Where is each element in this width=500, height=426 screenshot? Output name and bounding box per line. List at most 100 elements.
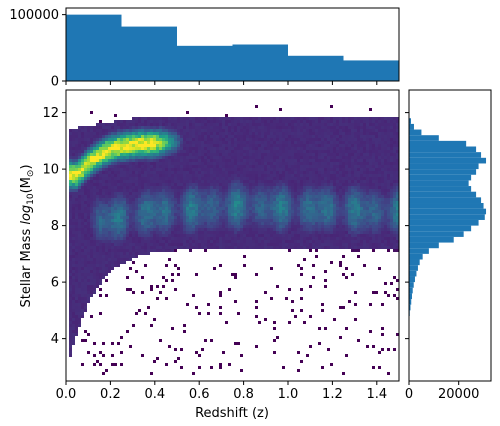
density-cell [297, 132, 300, 135]
density-cell [219, 219, 222, 222]
density-cell [339, 198, 342, 201]
density-cell [174, 186, 177, 189]
density-cell [297, 264, 300, 267]
density-cell [150, 195, 153, 198]
density-cell [168, 186, 171, 189]
density-cell [177, 267, 180, 270]
density-cell [267, 180, 270, 183]
density-cell [198, 159, 201, 162]
density-cell [69, 306, 72, 309]
density-cell [225, 183, 228, 186]
density-cell [261, 186, 264, 189]
density-cell [99, 126, 102, 129]
density-cell [333, 195, 336, 198]
density-cell [111, 201, 114, 204]
density-cell [105, 150, 108, 153]
density-cell [267, 153, 270, 156]
density-cell [189, 192, 192, 195]
density-cell [252, 141, 255, 144]
density-cell [225, 207, 228, 210]
density-cell [258, 132, 261, 135]
density-cell [219, 216, 222, 219]
density-cell [282, 204, 285, 207]
density-cell [354, 150, 357, 153]
density-cell [324, 180, 327, 183]
density-cell [174, 165, 177, 168]
density-cell [69, 330, 72, 333]
density-cell [81, 141, 84, 144]
density-cell [183, 156, 186, 159]
density-cell [120, 255, 123, 258]
density-cell [228, 150, 231, 153]
density-cell [243, 147, 246, 150]
density-cell [174, 144, 177, 147]
density-cell [225, 216, 228, 219]
density-cell [243, 231, 246, 234]
density-cell [102, 264, 105, 267]
density-cell [327, 204, 330, 207]
density-cell [306, 153, 309, 156]
density-cell [72, 306, 75, 309]
density-cell [117, 207, 120, 210]
density-cell [84, 276, 87, 279]
density-cell [312, 138, 315, 141]
density-cell [270, 234, 273, 237]
density-cell [351, 120, 354, 123]
density-cell [195, 159, 198, 162]
density-cell [69, 231, 72, 234]
density-cell [75, 303, 78, 306]
density-cell [279, 210, 282, 213]
density-cell [348, 147, 351, 150]
density-cell [201, 246, 204, 249]
density-cell [258, 237, 261, 240]
density-cell [321, 225, 324, 228]
density-cell [81, 246, 84, 249]
density-cell [183, 204, 186, 207]
density-cell [327, 159, 330, 162]
density-cell [147, 189, 150, 192]
density-cell [78, 135, 81, 138]
density-cell [285, 156, 288, 159]
density-cell [192, 123, 195, 126]
density-cell [147, 201, 150, 204]
density-cell [108, 129, 111, 132]
density-cell [276, 198, 279, 201]
density-cell [102, 372, 105, 375]
density-cell [123, 243, 126, 246]
density-cell [345, 240, 348, 243]
density-cell [126, 159, 129, 162]
density-cell [195, 177, 198, 180]
density-cell [252, 222, 255, 225]
density-cell [69, 228, 72, 231]
density-cell [222, 141, 225, 144]
density-cell [219, 234, 222, 237]
density-cell [225, 132, 228, 135]
density-cell [153, 120, 156, 123]
density-cell [309, 219, 312, 222]
density-cell [126, 207, 129, 210]
density-cell [69, 144, 72, 147]
density-cell [72, 198, 75, 201]
density-cell [282, 225, 285, 228]
density-cell [90, 267, 93, 270]
density-cell [114, 195, 117, 198]
density-cell [120, 231, 123, 234]
density-cell [168, 240, 171, 243]
density-cell [261, 153, 264, 156]
density-cell [171, 120, 174, 123]
density-cell [240, 225, 243, 228]
density-cell [99, 240, 102, 243]
density-cell [267, 222, 270, 225]
density-cell [285, 129, 288, 132]
density-cell [309, 171, 312, 174]
density-cell [306, 138, 309, 141]
density-cell [177, 183, 180, 186]
density-cell [342, 171, 345, 174]
density-cell [234, 240, 237, 243]
density-cell [327, 132, 330, 135]
density-cell [297, 177, 300, 180]
density-cell [339, 204, 342, 207]
density-cell [357, 228, 360, 231]
density-cell [297, 204, 300, 207]
density-cell [264, 117, 267, 120]
